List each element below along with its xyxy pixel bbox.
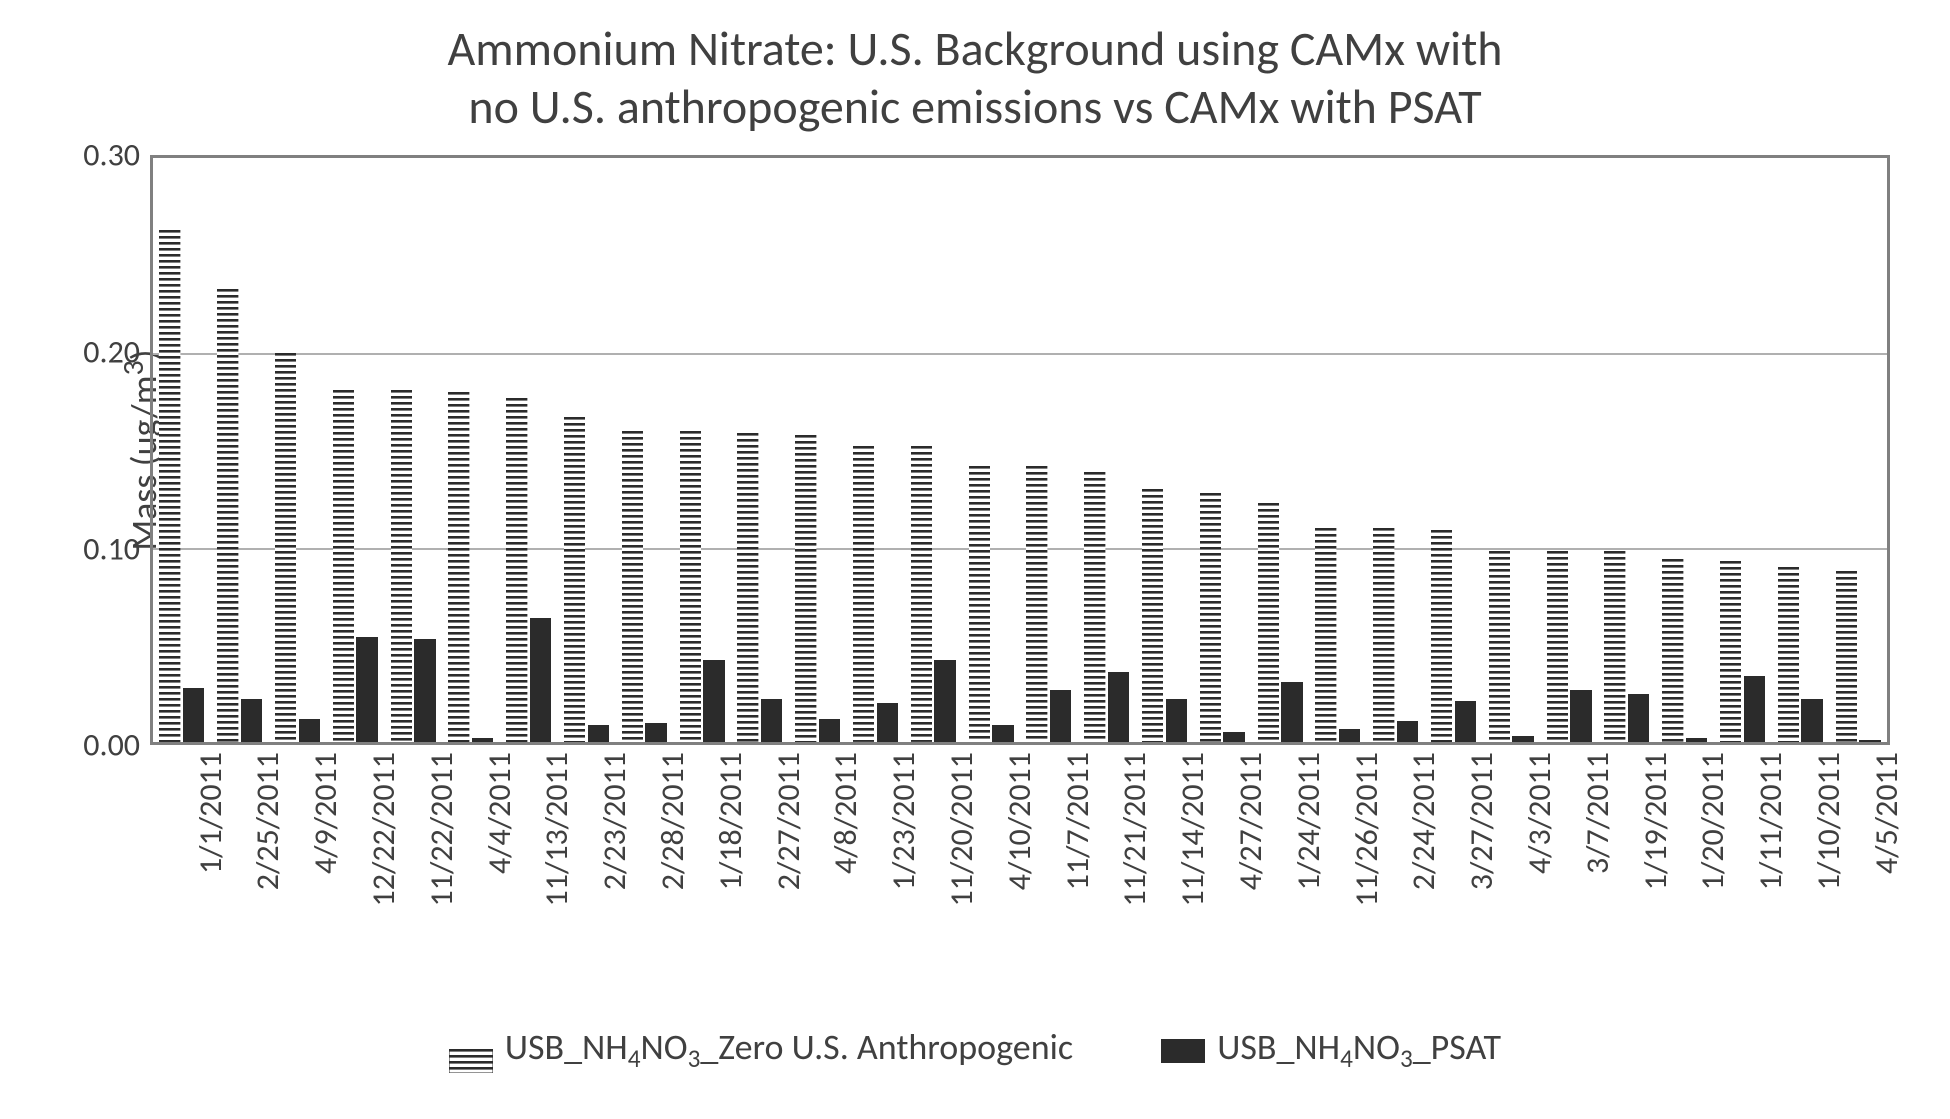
- x-tick-labels: 1/1/20112/25/20114/9/201112/22/201111/22…: [153, 742, 1887, 1002]
- x-tick-label: 11/7/2011: [1058, 512, 1097, 752]
- legend-sub: 3: [1400, 1043, 1413, 1074]
- x-tick-label: 2/23/2011: [595, 512, 634, 752]
- x-tick-label: 4/4/2011: [480, 512, 519, 752]
- x-tick-label: 11/13/2011: [537, 512, 576, 752]
- x-tick-label: 4/8/2011: [826, 512, 865, 752]
- title-line-1: Ammonium Nitrate: U.S. Background using …: [448, 19, 1503, 78]
- x-tick-label: 12/22/2011: [364, 512, 403, 752]
- x-tick-label: 11/21/2011: [1115, 512, 1154, 752]
- y-tick-label: 0.10: [83, 529, 140, 568]
- legend-text: USB_NH: [505, 1025, 628, 1069]
- x-tick-label: 2/24/2011: [1404, 512, 1443, 752]
- x-tick-label: 1/10/2011: [1809, 512, 1848, 752]
- x-tick-label: 3/27/2011: [1462, 512, 1501, 752]
- y-tick-label: 0.00: [83, 726, 140, 765]
- legend-swatch-stripes: [449, 1039, 493, 1063]
- x-tick-label: 11/20/2011: [942, 512, 981, 752]
- x-tick-label: 1/19/2011: [1636, 512, 1675, 752]
- legend-swatch-solid: [1161, 1039, 1205, 1063]
- legend-text: _PSAT: [1413, 1025, 1501, 1069]
- chart-title: Ammonium Nitrate: U.S. Background using …: [20, 20, 1930, 135]
- x-tick-label: 4/9/2011: [306, 512, 345, 752]
- x-tick-label: 1/23/2011: [884, 512, 923, 752]
- legend-sub: 3: [688, 1043, 701, 1074]
- legend-item-zero: USB_NH4NO3_Zero U.S. Anthropogenic: [449, 1025, 1073, 1074]
- legend-text: NO: [641, 1025, 688, 1069]
- x-tick-label: 3/7/2011: [1578, 512, 1617, 752]
- chart-container: Ammonium Nitrate: U.S. Background using …: [20, 20, 1930, 1099]
- x-tick-label: 1/20/2011: [1693, 512, 1732, 752]
- x-tick-label: 1/24/2011: [1289, 512, 1328, 752]
- bar-zero: [159, 230, 180, 742]
- x-tick-label: 11/26/2011: [1347, 512, 1386, 752]
- legend: USB_NH4NO3_Zero U.S. Anthropogenic USB_N…: [20, 1025, 1930, 1074]
- x-tick-label: 1/1/2011: [191, 512, 230, 752]
- legend-text: NO: [1353, 1025, 1400, 1069]
- x-tick-label: 11/22/2011: [422, 512, 461, 752]
- x-tick-label: 4/3/2011: [1520, 512, 1559, 752]
- x-tick-label: 2/28/2011: [653, 512, 692, 752]
- x-tick-label: 1/11/2011: [1751, 512, 1790, 752]
- y-tick-label: 0.20: [83, 332, 140, 371]
- legend-item-psat: USB_NH4NO3_PSAT: [1161, 1025, 1501, 1074]
- plot-area: 1/1/20112/25/20114/9/201112/22/201111/22…: [150, 155, 1890, 745]
- x-tick-label: 2/25/2011: [248, 512, 287, 752]
- legend-sub: 4: [628, 1043, 641, 1074]
- plot-wrapper: Mass (ug/m3) 0.000.100.200.30 1/1/20112/…: [150, 155, 1890, 745]
- legend-text: _Zero U.S. Anthropogenic: [700, 1025, 1073, 1069]
- legend-text: USB_NH: [1217, 1025, 1340, 1069]
- x-tick-label: 4/27/2011: [1231, 512, 1270, 752]
- title-line-2: no U.S. anthropogenic emissions vs CAMx …: [468, 77, 1481, 136]
- x-tick-label: 1/18/2011: [711, 512, 750, 752]
- x-tick-label: 2/27/2011: [769, 512, 808, 752]
- y-tick-labels: 0.000.100.200.30: [80, 155, 140, 745]
- legend-sub: 4: [1340, 1043, 1353, 1074]
- x-tick-label: 4/10/2011: [1000, 512, 1039, 752]
- x-tick-label: 4/5/2011: [1867, 512, 1906, 752]
- x-tick-label: 11/14/2011: [1173, 512, 1212, 752]
- y-tick-label: 0.30: [83, 136, 140, 175]
